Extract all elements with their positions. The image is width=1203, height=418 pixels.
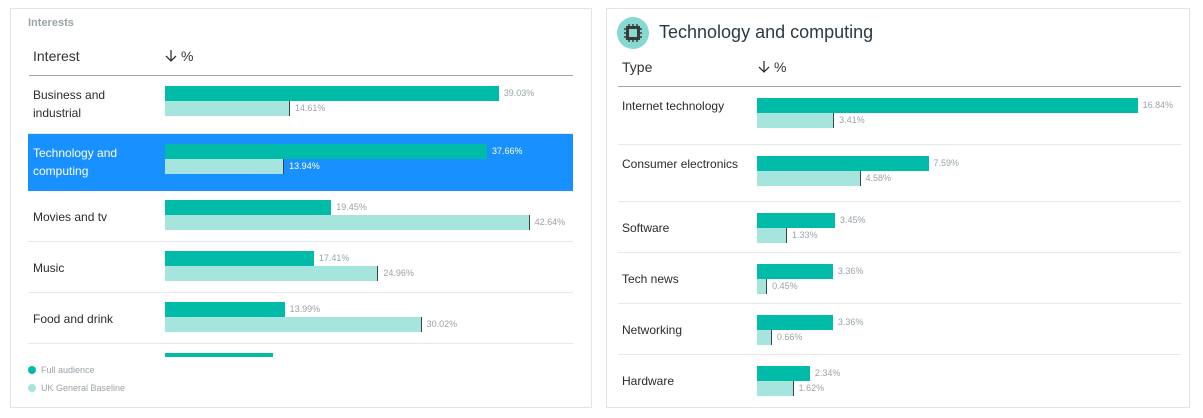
- table-row[interactable]: Internet technology 16.84% 3.41%: [618, 87, 1181, 145]
- row-label: Technology and computing: [33, 146, 118, 178]
- legend-baseline-label: UK General Baseline: [41, 383, 126, 393]
- detail-title: Technology and computing: [659, 22, 874, 42]
- table-row[interactable]: Movies and tv 19.45% 42.64%: [28, 191, 573, 242]
- row-label: Consumer electronics: [622, 157, 739, 171]
- row-label: Hardware: [622, 373, 675, 388]
- baseline-value: 1.62%: [798, 383, 825, 393]
- full-audience-bar: [165, 200, 332, 215]
- full-audience-bar: [165, 251, 314, 266]
- row-label: Food and drink: [33, 311, 114, 326]
- full-audience-value: 39.03%: [503, 88, 535, 98]
- full-audience-bar: [757, 315, 833, 330]
- column-header-percent[interactable]: %: [757, 59, 786, 75]
- baseline-bar: [165, 101, 290, 116]
- chip-icon: [617, 17, 649, 49]
- baseline-bar: [757, 330, 772, 345]
- table-row[interactable]: Networking 3.36% 0.66%: [618, 304, 1181, 355]
- header-divider: [29, 75, 573, 76]
- baseline-bar: [165, 266, 379, 281]
- partial-row-full-bar: [165, 353, 273, 357]
- percent-header-label: %: [774, 59, 787, 75]
- row-label: Internet technology: [622, 99, 725, 113]
- baseline-value: 42.64%: [534, 217, 566, 227]
- column-header-type[interactable]: Type: [622, 59, 653, 75]
- baseline-value: 14.61%: [294, 103, 326, 113]
- legend-baseline: UK General Baseline: [28, 383, 125, 393]
- baseline-bar: [165, 317, 422, 332]
- full-audience-bar: [165, 144, 487, 159]
- full-audience-value: 37.66%: [491, 146, 523, 156]
- table-row[interactable]: Hardware 2.34% 1.62%: [618, 355, 1181, 406]
- full-audience-bar: [757, 156, 929, 171]
- full-audience-value: 3.45%: [839, 215, 866, 225]
- table-row[interactable]: Tech news 3.36% 0.45%: [618, 253, 1181, 304]
- full-audience-value: 13.99%: [289, 304, 321, 314]
- table-row[interactable]: Business and industrial 39.03% 14.61%: [28, 76, 573, 134]
- full-audience-value: 3.36%: [837, 266, 864, 276]
- interests-panel: Interests Interest % Business and indust…: [10, 8, 592, 408]
- baseline-value: 0.45%: [772, 281, 798, 291]
- row-label: Movies and tv: [33, 209, 108, 224]
- baseline-bar: [165, 159, 285, 174]
- full-audience-value: 19.45%: [336, 202, 367, 212]
- header-divider: [618, 86, 1181, 87]
- legend-dot-baseline: [28, 384, 36, 392]
- table-row[interactable]: Technology and computing 37.66% 13.94%: [28, 134, 573, 191]
- full-audience-value: 16.84%: [1142, 100, 1174, 110]
- baseline-value: 0.66%: [776, 332, 803, 342]
- row-label: Tech news: [622, 271, 679, 286]
- baseline-value: 30.02%: [426, 319, 458, 329]
- full-audience-bar: [165, 302, 285, 317]
- column-header-percent[interactable]: %: [164, 48, 193, 64]
- full-audience-value: 3.36%: [837, 317, 864, 327]
- baseline-bar: [757, 228, 788, 243]
- full-audience-value: 17.41%: [318, 253, 350, 263]
- baseline-bar: [757, 113, 835, 128]
- full-audience-bar: [757, 366, 810, 381]
- table-row[interactable]: Software 3.45% 1.33%: [618, 202, 1181, 253]
- full-audience-bar: [757, 98, 1138, 113]
- full-audience-value: 2.34%: [814, 368, 841, 378]
- arrow-down-icon: [758, 61, 770, 73]
- legend-full-label: Full audience: [41, 365, 95, 375]
- table-row[interactable]: Music 17.41% 24.96%: [28, 242, 573, 293]
- baseline-value: 13.94%: [289, 161, 320, 171]
- baseline-value: 3.41%: [839, 115, 865, 125]
- full-audience-bar: [165, 86, 499, 101]
- baseline-bar: [757, 279, 768, 294]
- full-audience-value: 7.59%: [933, 158, 960, 168]
- legend-dot-full: [28, 366, 36, 374]
- baseline-value: 24.96%: [383, 268, 414, 278]
- section-title: Interests: [28, 17, 74, 29]
- baseline-bar: [757, 171, 861, 186]
- row-label: Music: [33, 260, 65, 275]
- column-header-interest[interactable]: Interest: [33, 48, 80, 64]
- row-label: Networking: [622, 322, 683, 337]
- legend-full-audience: Full audience: [28, 365, 95, 375]
- table-row[interactable]: Consumer electronics 7.59% 4.58%: [618, 145, 1181, 202]
- detail-panel: Technology and computing Type % Internet…: [606, 8, 1190, 408]
- table-row[interactable]: Food and drink 13.99% 30.02%: [28, 293, 573, 344]
- full-audience-bar: [757, 213, 835, 228]
- baseline-bar: [757, 381, 794, 396]
- row-label: Software: [622, 220, 670, 235]
- row-label: Business and industrial: [33, 88, 106, 120]
- baseline-value: 4.58%: [865, 173, 892, 183]
- full-audience-bar: [757, 264, 833, 279]
- baseline-value: 1.33%: [792, 230, 818, 240]
- baseline-bar: [165, 215, 530, 230]
- percent-header-label: %: [181, 48, 194, 64]
- arrow-down-icon: [165, 50, 177, 62]
